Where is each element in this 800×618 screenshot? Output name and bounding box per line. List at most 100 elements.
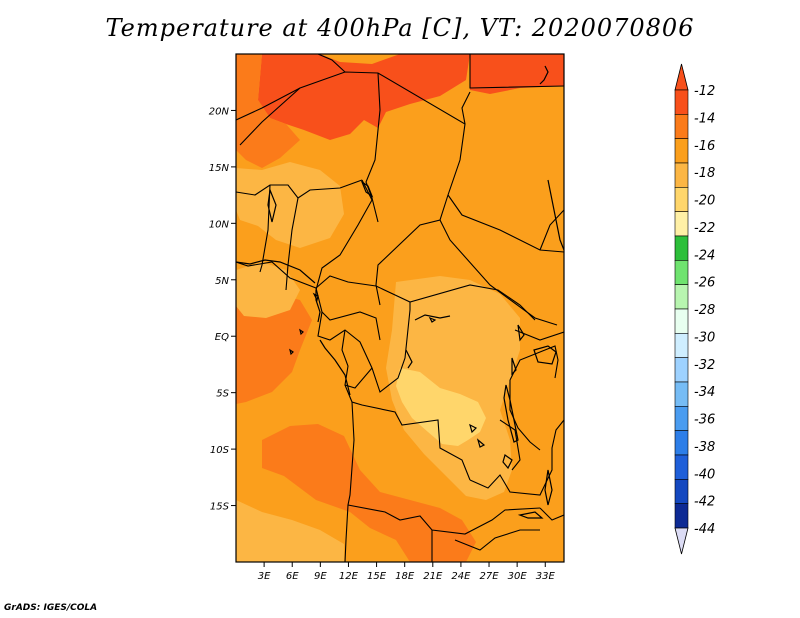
colorbar-label: -26 (694, 276, 715, 291)
border-line (454, 529, 540, 551)
colorbar-label: -30 (694, 330, 715, 345)
colorbar-label: -18 (694, 166, 715, 181)
colorbar-label: -36 (694, 413, 715, 428)
river-inner-2 (405, 349, 413, 369)
border-line (236, 261, 377, 289)
island (476, 438, 486, 448)
colorbar-bin (674, 430, 689, 456)
border-line (341, 329, 373, 389)
colorbar-label: -24 (694, 248, 715, 263)
colorbar-bin (674, 187, 689, 212)
colorbar-bin (674, 503, 689, 529)
colorbar-bin (674, 381, 689, 407)
island (312, 292, 319, 302)
lake-mweru (502, 454, 513, 470)
y-tick-label: 10N (209, 219, 230, 230)
x-tick-label: 3E (258, 571, 271, 582)
colorbar-label: -22 (694, 221, 715, 236)
contour-region-sw-coast-cool (236, 500, 344, 562)
y-tick-label: 20N (209, 106, 230, 117)
y-tick-label: 5S (216, 389, 229, 400)
colorbar-bin (674, 114, 689, 139)
colorbar-bin (674, 357, 689, 383)
map-frame (235, 53, 565, 563)
colorbar-label: -14 (694, 111, 715, 126)
colorbar-bin (674, 308, 689, 334)
colorbar-bin (674, 211, 689, 237)
lake-kariba (517, 511, 544, 519)
lake-malawi (544, 469, 553, 506)
x-tick-label: 27E (480, 571, 500, 582)
colorbar-top-arrow (674, 63, 689, 91)
x-tick-label: 21E (423, 571, 443, 582)
border-line (285, 197, 299, 291)
coast-line (319, 339, 351, 396)
border-line (539, 507, 564, 521)
border-line (539, 209, 564, 251)
map-plot-area: 3E 6E 9E 12E 15E 18E 21E 24E 27E 30E 33E 20N 15N 10N… (209, 53, 565, 582)
x-tick-label: 12E (339, 571, 359, 582)
river-inner (414, 314, 451, 321)
border-line (447, 194, 564, 253)
colorbar-bin (674, 162, 689, 188)
coast-line (539, 65, 549, 85)
colorbar-bin (674, 89, 689, 115)
y-tick-label: 10S (210, 445, 230, 456)
colorbar-label: -28 (694, 303, 715, 318)
colorbar-label: -32 (694, 358, 715, 373)
colorbar-label: -16 (694, 139, 715, 154)
island (289, 348, 294, 356)
colorbar-label: -40 (694, 467, 715, 482)
colorbar-bin (674, 284, 689, 310)
colorbar-label: -38 (694, 440, 715, 455)
y-tick-label: 15S (210, 502, 230, 513)
lake-victoria (533, 345, 557, 365)
contour-region-central-cool-patch (396, 368, 486, 446)
coastlines-and-lakes (236, 65, 564, 519)
colorbar-bin (674, 260, 689, 285)
contour-region-south-west-warm (236, 292, 312, 404)
contour-region-west-africa-cool (236, 162, 344, 248)
coast-line (236, 259, 316, 284)
y-tick-label: EQ (215, 332, 229, 343)
x-tick-label: 15E (367, 571, 387, 582)
y-tick-label: 5N (215, 276, 229, 287)
temperature-contours (236, 54, 564, 562)
x-tick-label: 6E (286, 571, 299, 582)
colorbar-label: -42 (694, 495, 715, 510)
colorbar-bin (674, 479, 689, 504)
contour-region-sahara-hot-core (258, 54, 470, 140)
y-axis: 20N 15N 10N 5N EQ 5S 10S 15S (209, 106, 236, 513)
colorbar-label: -12 (694, 84, 715, 99)
colorbar-bin (674, 333, 689, 358)
border-line (236, 179, 363, 199)
x-tick-label: 30E (508, 571, 528, 582)
x-tick-label: 9E (314, 571, 327, 582)
border-line (469, 54, 564, 89)
lake-kivu (511, 357, 517, 376)
border-line (365, 72, 381, 223)
border-line (439, 219, 558, 326)
coast-line (547, 179, 564, 251)
colorbar-label: -44 (694, 522, 715, 537)
lake-tonle (469, 423, 478, 434)
contour-region-angola-warm (262, 424, 476, 562)
colorbar-bin (674, 138, 689, 164)
border-line (461, 91, 471, 125)
contour-region-gulf-cool (236, 262, 300, 318)
border-line (344, 401, 355, 562)
colorbar-label: -20 (694, 194, 715, 209)
border-line (469, 419, 564, 496)
colorbar-label: -34 (694, 385, 715, 400)
colorbar-bin (674, 454, 689, 480)
colorbar-bottom-arrow (674, 527, 689, 555)
border-line (375, 284, 536, 321)
island (428, 316, 437, 323)
lake-chad (360, 180, 374, 198)
border-line (315, 179, 373, 291)
colorbar-bin (674, 235, 689, 261)
lake-volta (267, 187, 277, 223)
x-tick-label: 24E (451, 571, 471, 582)
border-line (317, 54, 346, 73)
